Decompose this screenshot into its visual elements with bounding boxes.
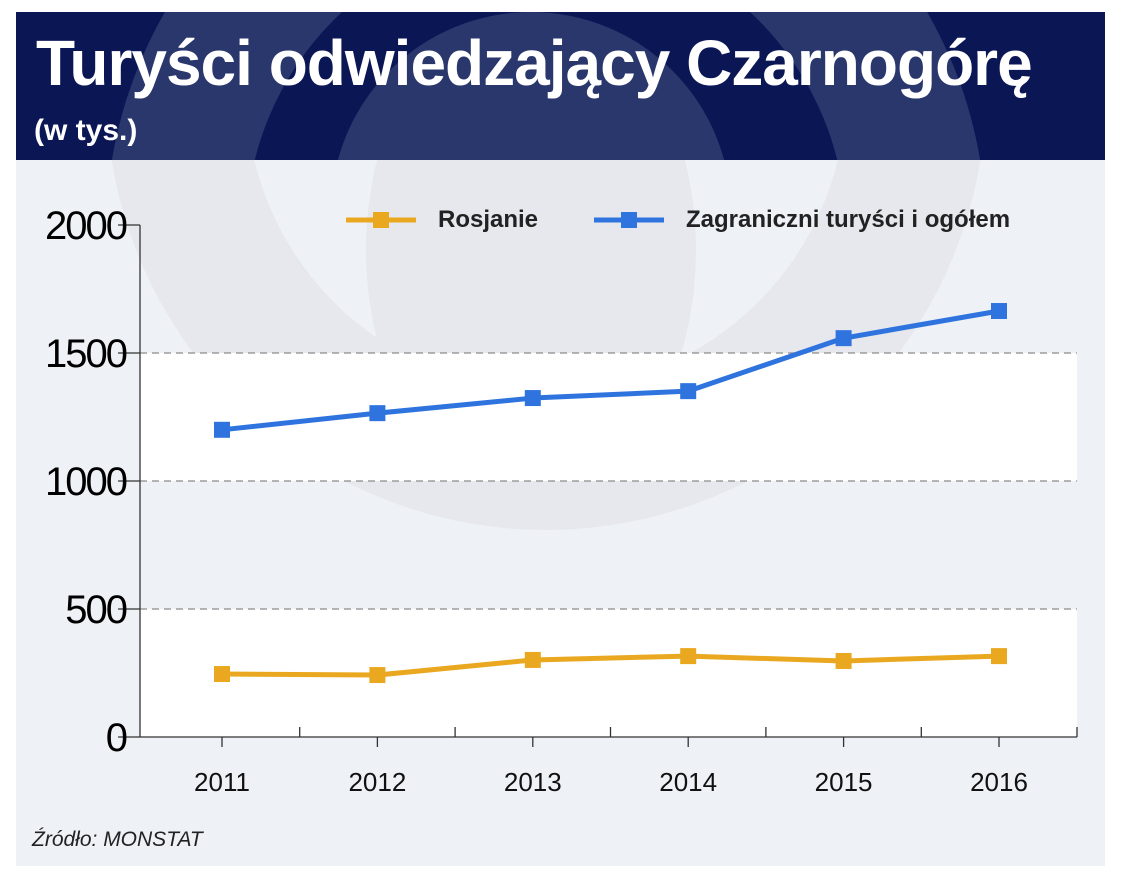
- chart-title: Turyści odwiedzający Czarnogórę: [36, 27, 1033, 99]
- data-point: [214, 421, 230, 438]
- series-rosjanie: [214, 648, 1007, 684]
- y-tick-label: 1000: [45, 460, 127, 504]
- chart-panel: 0 500 1000 1500 2000 2011 2012 2013 2014 2015 2016…: [16, 160, 1105, 866]
- line-chart: 0 500 1000 1500 2000 2011 2012 2013 2014 2015 2016…: [45, 160, 1078, 797]
- data-point: [214, 666, 230, 683]
- series-line: [221, 653, 1000, 678]
- legend-marker: [373, 212, 389, 228]
- watermark-logo: [111, 12, 981, 160]
- chart-subtitle: (w tys.): [34, 114, 138, 147]
- data-point: [524, 651, 541, 668]
- y-tick-label: 0: [106, 716, 127, 760]
- legend-marker: [621, 212, 637, 228]
- x-tick-label: 2016: [970, 767, 1028, 797]
- data-point: [369, 405, 386, 422]
- x-tick-label: 2011: [194, 767, 250, 797]
- x-tick-label: 2013: [504, 767, 562, 797]
- y-tick-label: 2000: [45, 204, 127, 248]
- data-point: [991, 648, 1007, 665]
- chart-header: Turyści odwiedzający Czarnogórę (w tys.): [16, 12, 1105, 160]
- series-line: [221, 308, 1000, 433]
- series-total: [214, 303, 1007, 438]
- legend: Rosjanie Zagraniczni turyści i ogółem: [346, 206, 1010, 233]
- data-point: [835, 330, 852, 347]
- legend-label: Zagraniczni turyści i ogółem: [686, 206, 1010, 233]
- data-point: [680, 383, 697, 400]
- x-tick-label: 2015: [815, 767, 873, 797]
- data-point: [369, 667, 386, 684]
- data-point: [524, 390, 541, 407]
- legend-label: Rosjanie: [438, 206, 538, 233]
- x-tick-label: 2012: [348, 767, 406, 797]
- x-tick-label: 2014: [659, 767, 717, 797]
- data-point: [991, 303, 1007, 320]
- data-point: [680, 648, 697, 665]
- grid-band: [140, 353, 1077, 481]
- y-tick-label: 500: [65, 588, 126, 632]
- y-tick-label: 1500: [45, 332, 127, 376]
- source-note: Źródło: MONSTAT: [32, 828, 203, 851]
- data-point: [835, 652, 852, 669]
